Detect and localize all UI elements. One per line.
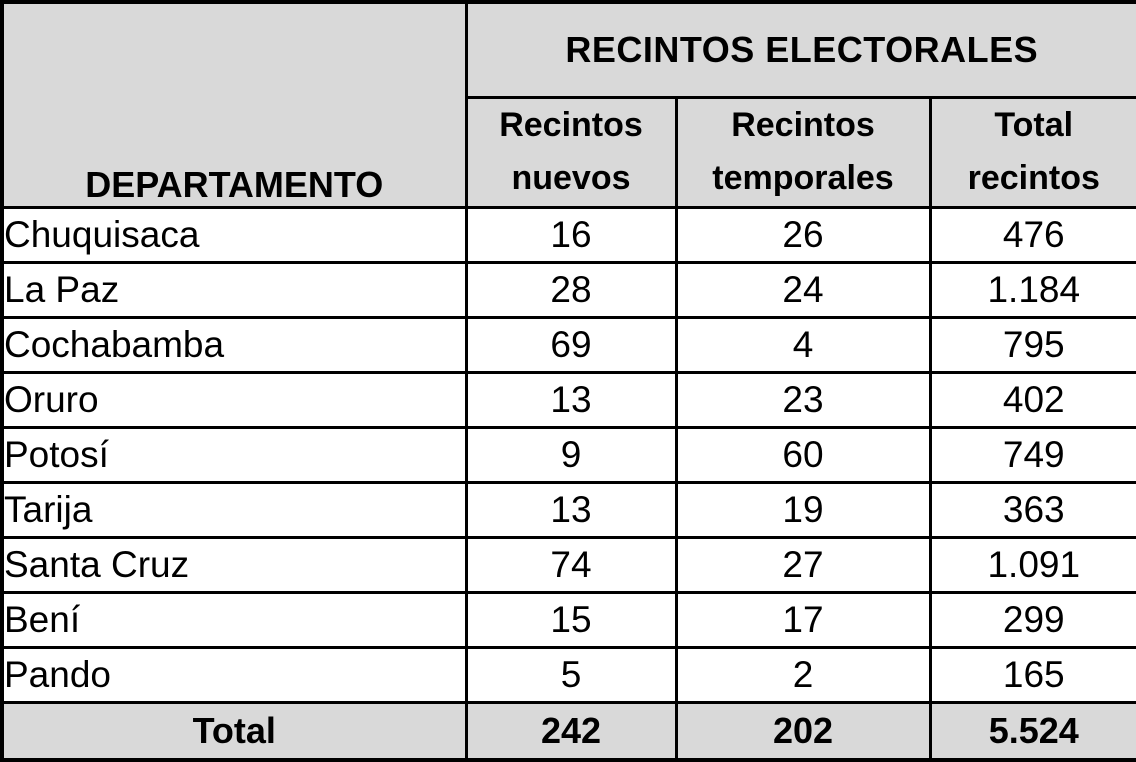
recintos-temporales-value: 27 [674,535,932,594]
total-recintos-value: 1.184 [928,260,1136,319]
table-row-oruro: Oruro 13 23 402 [0,370,1136,429]
recintos-nuevos-value: 15 [464,590,678,649]
group-header-recintos-electorales: RECINTOS ELECTORALES [464,0,1136,99]
sub-header-row: Recintos nuevos Recintos temporales Tota… [2,95,1136,209]
department-name: Bení [0,590,468,649]
table-row-la-paz: La Paz 28 24 1.184 [0,260,1136,319]
recintos-temporales-value: 26 [674,205,932,264]
recintos-temporales-value: 2 [674,645,932,704]
recintos-nuevos-value: 74 [464,535,678,594]
total-recintos-temporales: 202 [674,700,932,762]
recintos-temporales-value: 60 [674,425,932,484]
recintos-temporales-value: 4 [674,315,932,374]
total-recintos-value: 749 [928,425,1136,484]
table-row-cochabamba: Cochabamba 69 4 795 [0,315,1136,374]
table-row-potosi: Potosí 9 60 749 [0,425,1136,484]
table-row-chuquisaca: Chuquisaca 16 26 476 [0,205,1136,264]
recintos-nuevos-value: 13 [464,370,678,429]
total-recintos-value: 1.091 [928,535,1136,594]
table-row-beni: Bení 15 17 299 [0,590,1136,649]
department-name: Oruro [0,370,468,429]
recintos-nuevos-value: 28 [464,260,678,319]
department-name: Tarija [0,480,468,539]
total-recintos-value: 476 [928,205,1136,264]
recintos-temporales-value: 23 [674,370,932,429]
recintos-temporales-value: 17 [674,590,932,649]
column-header-recintos-temporales: Recintos temporales [674,95,932,209]
total-recintos-value: 299 [928,590,1136,649]
column-header-recintos-nuevos: Recintos nuevos [464,95,678,209]
table-total-row: Total 242 202 5.524 [0,700,1136,762]
group-header-row: DEPARTAMENTO RECINTOS ELECTORALES [0,0,1136,209]
column-header-total-recintos: Total recintos [928,95,1136,209]
total-recintos-value: 795 [928,315,1136,374]
department-name: Pando [0,645,468,704]
recintos-nuevos-value: 9 [464,425,678,484]
department-name: Chuquisaca [0,205,468,264]
recintos-nuevos-value: 16 [464,205,678,264]
recintos-temporales-value: 19 [674,480,932,539]
recintos-nuevos-value: 13 [464,480,678,539]
recintos-nuevos-value: 69 [464,315,678,374]
recintos-nuevos-value: 5 [464,645,678,704]
total-total-recintos: 5.524 [928,700,1136,762]
total-recintos-value: 363 [928,480,1136,539]
column-header-departamento: DEPARTAMENTO [0,0,468,209]
recintos-temporales-value: 24 [674,260,932,319]
table-row-santa-cruz: Santa Cruz 74 27 1.091 [0,535,1136,594]
total-recintos-value: 165 [928,645,1136,704]
department-name: Santa Cruz [0,535,468,594]
total-row-label: Total [0,700,468,762]
department-name: La Paz [0,260,468,319]
table-row-pando: Pando 5 2 165 [0,645,1136,704]
department-name: Cochabamba [0,315,468,374]
total-recintos-nuevos: 242 [464,700,678,762]
total-recintos-value: 402 [928,370,1136,429]
table-row-tarija: Tarija 13 19 363 [0,480,1136,539]
department-name: Potosí [0,425,468,484]
